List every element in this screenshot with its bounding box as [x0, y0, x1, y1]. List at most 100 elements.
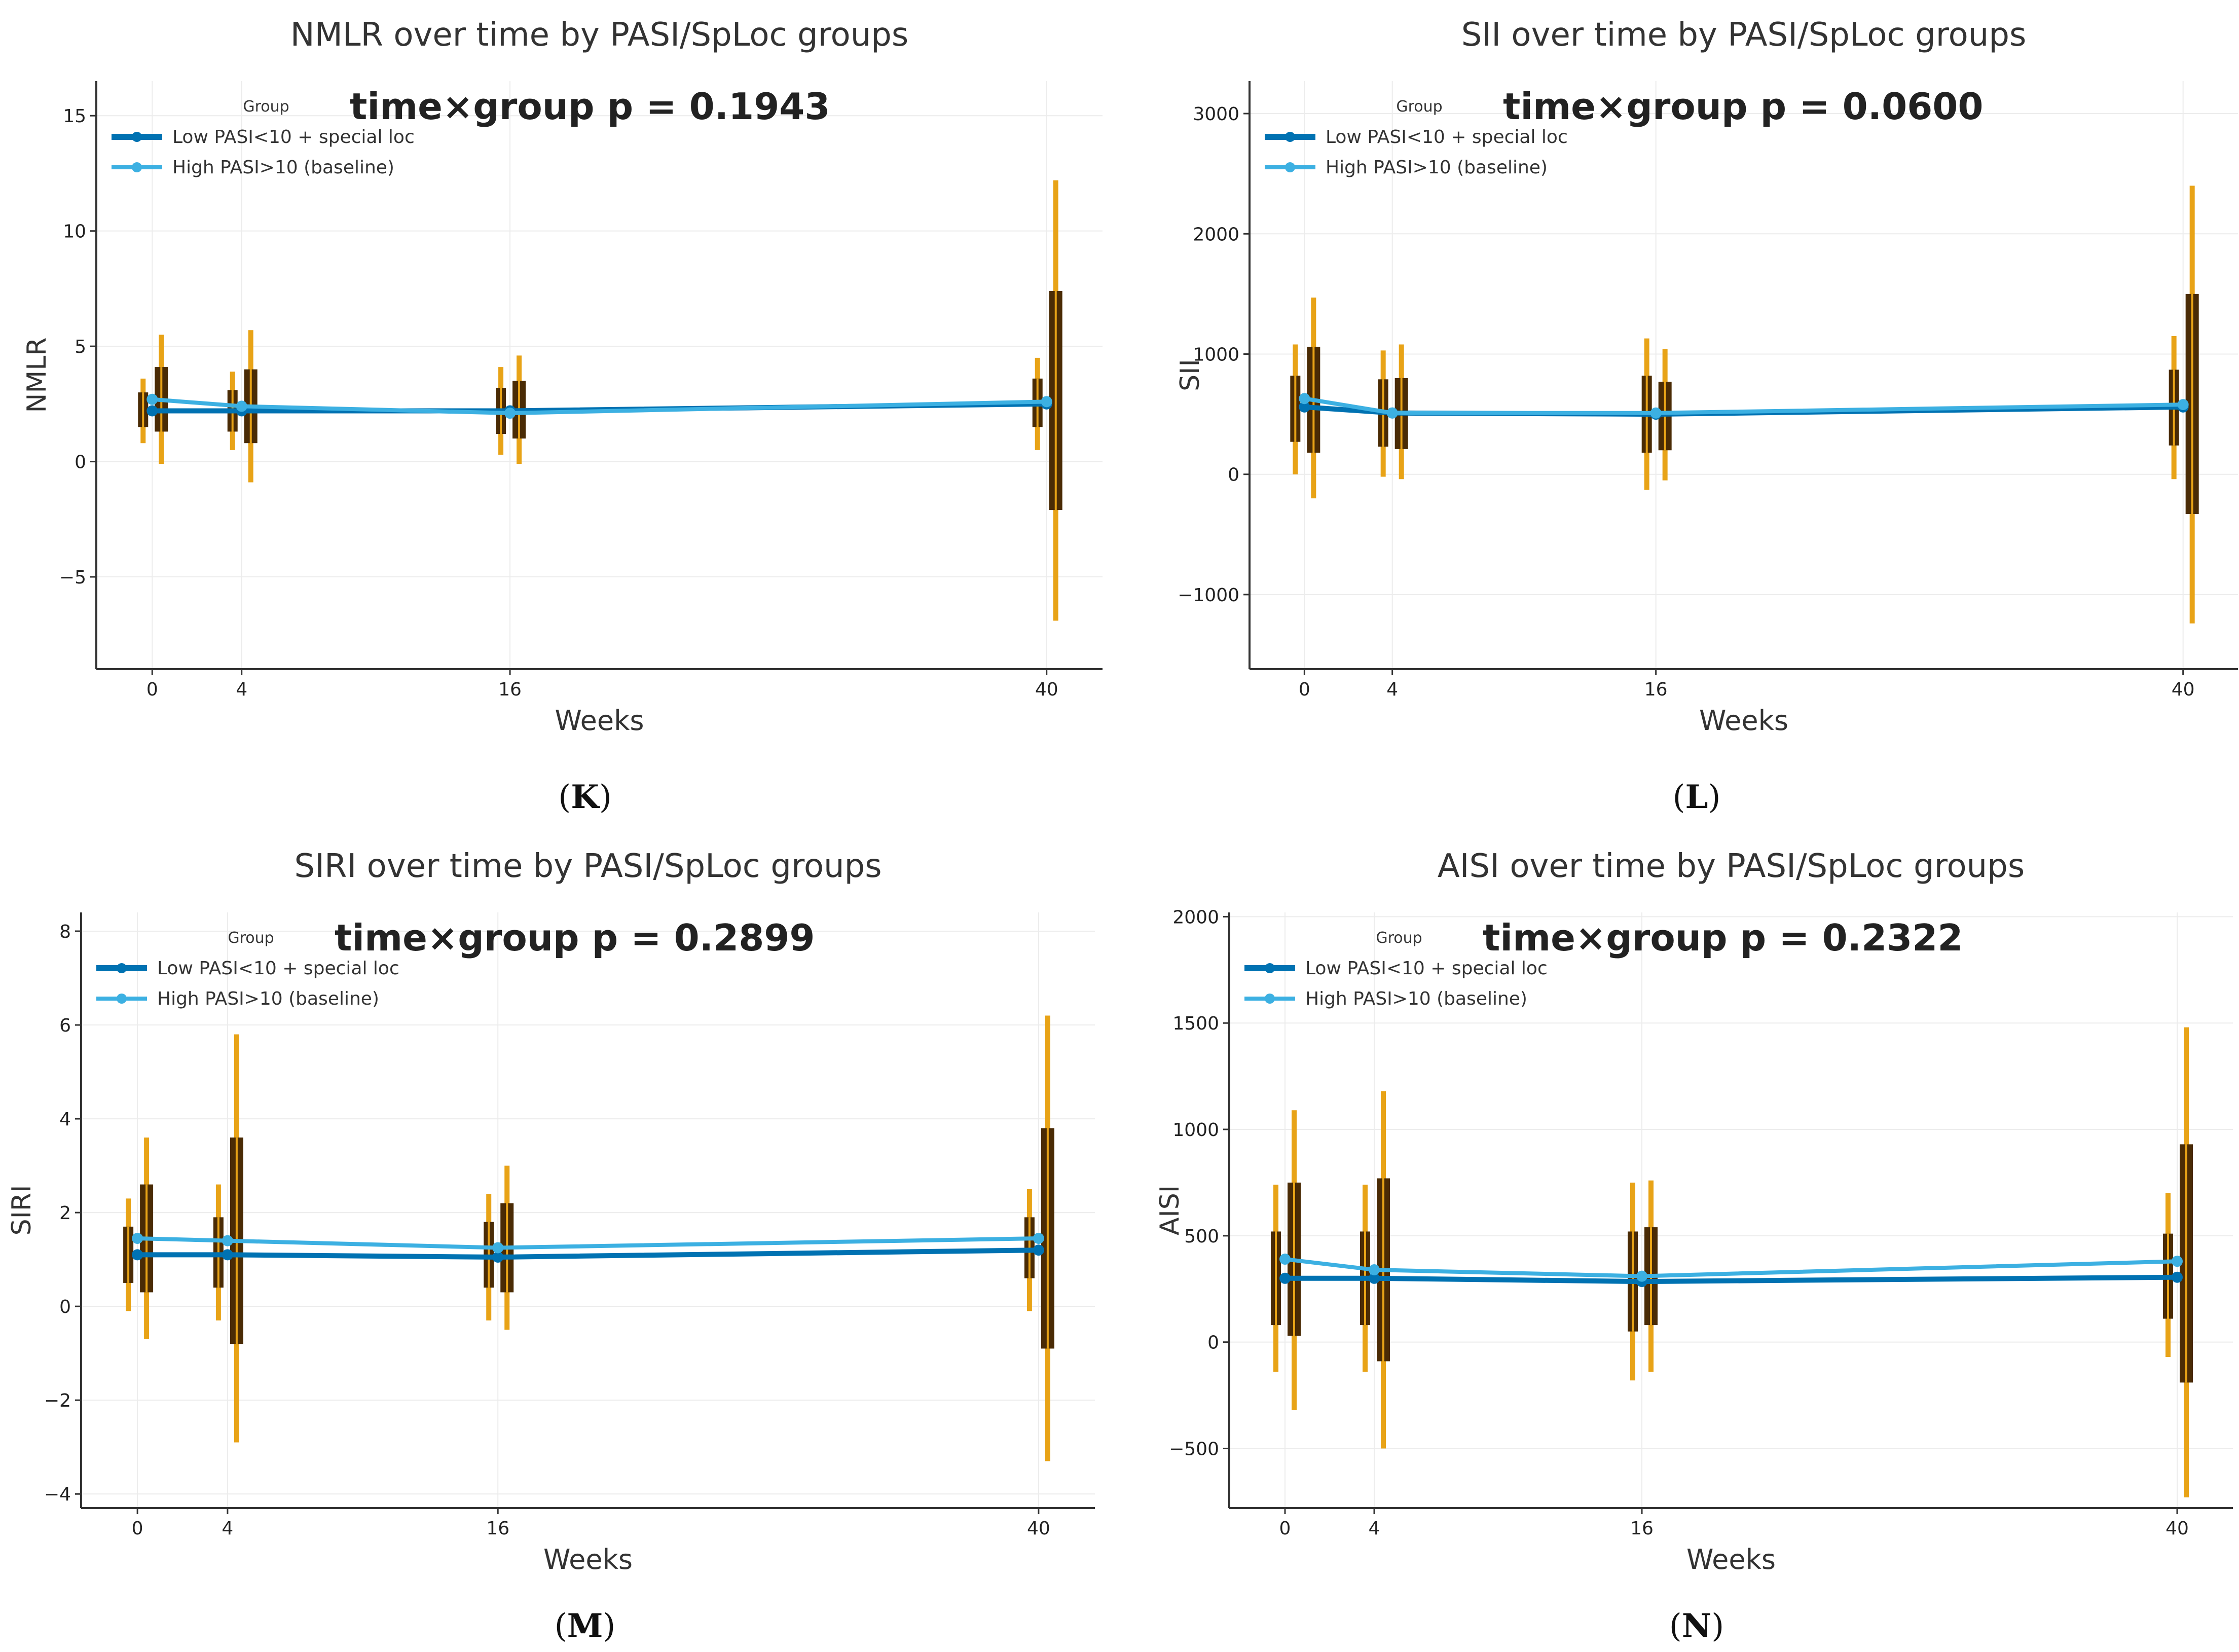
- panel-label-k: (K): [558, 778, 612, 816]
- legend: Group Low PASI<10 + special loc High PASI>…: [1244, 929, 1548, 1009]
- y-tick-label: −4: [44, 1484, 71, 1505]
- series-line: [1304, 396, 2183, 415]
- p-value-annotation: time×group p = 0.2322: [1483, 916, 1963, 959]
- x-tick-label: 4: [236, 679, 247, 700]
- y-tick-label: 6: [59, 1015, 71, 1036]
- legend-marker: [1265, 994, 1275, 1004]
- x-tick-label: 40: [1027, 1518, 1050, 1539]
- y-tick-label: 0: [1228, 465, 1239, 486]
- data-point: [1636, 1270, 1647, 1282]
- x-axis-label: Weeks: [555, 705, 644, 737]
- chart-title: SIRI over time by PASI/SpLoc groups: [294, 848, 882, 885]
- data-point: [1033, 1233, 1044, 1244]
- y-tick-label: −500: [1169, 1439, 1219, 1460]
- chart-siri: −4 −2 0 2 4 6 8 0 4 16 40 SIRI over time by PASI/Sp…: [7, 848, 1095, 1575]
- legend-entry-label: High PASI>10 (baseline): [172, 157, 394, 178]
- legend-marker: [132, 132, 142, 142]
- x-tick-label: 0: [1299, 679, 1310, 700]
- legend-entry-label: High PASI>10 (baseline): [1305, 988, 1527, 1009]
- y-tick-label: −1000: [1178, 585, 1239, 606]
- series-line: [152, 397, 1047, 416]
- legend-entry-label: Low PASI<10 + special loc: [1305, 958, 1548, 979]
- x-tick-label: 16: [498, 679, 522, 700]
- x-axis-label: Weeks: [543, 1544, 633, 1575]
- legend-title: Group: [1396, 98, 1442, 116]
- chart-sii: −1000 0 1000 2000 3000 0 4 16 40 SII over time by…: [1175, 16, 2238, 737]
- y-tick-label: 0: [1207, 1333, 1219, 1353]
- data-point: [1299, 393, 1310, 405]
- x-tick-label: 4: [1386, 679, 1398, 700]
- data-point: [492, 1252, 504, 1263]
- data-point: [1279, 1254, 1291, 1265]
- data-point: [2172, 1256, 2183, 1267]
- y-tick-label: 10: [63, 222, 86, 242]
- x-tick-label: 4: [1369, 1518, 1380, 1539]
- y-tick-label: −2: [44, 1390, 71, 1411]
- x-tick-label: 40: [2172, 679, 2195, 700]
- y-tick-label: 2: [59, 1203, 71, 1224]
- legend-marker: [117, 994, 127, 1004]
- data-point: [1041, 396, 1052, 408]
- y-tick-label: 1500: [1172, 1013, 1219, 1034]
- y-axis-label: SII: [1175, 359, 1205, 391]
- y-axis-label: SIRI: [7, 1185, 37, 1236]
- legend-marker: [1265, 963, 1275, 973]
- legend-title: Group: [243, 98, 289, 116]
- data-point: [2177, 399, 2189, 411]
- series-line: [1285, 1274, 2178, 1284]
- x-tick-label: 16: [1644, 679, 1668, 700]
- y-axis-label: AISI: [1155, 1185, 1185, 1235]
- legend-marker: [1285, 162, 1295, 172]
- series-line: [1284, 1257, 2178, 1278]
- legend-marker: [1285, 132, 1295, 142]
- p-value-annotation: time×group p = 0.0600: [1503, 85, 1984, 128]
- y-tick-label: 15: [63, 106, 86, 127]
- legend-entry-label: High PASI>10 (baseline): [157, 988, 379, 1009]
- data-point: [2172, 1271, 2183, 1283]
- chart-title: AISI over time by PASI/SpLoc groups: [1438, 848, 2025, 885]
- legend-title: Group: [228, 929, 274, 947]
- series-line: [137, 1236, 1039, 1250]
- x-tick-label: 0: [132, 1518, 143, 1539]
- y-tick-label: 8: [59, 922, 71, 942]
- legend: Group Low PASI<10 + special loc High PASI>…: [96, 929, 399, 1009]
- legend-title: Group: [1376, 929, 1422, 947]
- p-value-annotation: time×group p = 0.1943: [350, 85, 830, 128]
- legend-marker: [117, 963, 127, 973]
- y-tick-label: 1000: [1193, 344, 1239, 365]
- p-value-annotation: time×group p = 0.2899: [335, 916, 815, 959]
- data-point: [1033, 1244, 1044, 1256]
- panel-label-l: (L): [1672, 778, 1721, 816]
- y-axis-label: NMLR: [22, 338, 52, 413]
- x-axis-label: Weeks: [1699, 705, 1788, 737]
- x-tick-label: 40: [1035, 679, 1058, 700]
- y-tick-label: 500: [1184, 1226, 1219, 1247]
- data-point: [146, 405, 158, 417]
- y-tick-label: 1000: [1172, 1120, 1219, 1141]
- chart-title: NMLR over time by PASI/SpLoc groups: [290, 16, 908, 54]
- data-point: [1386, 407, 1398, 419]
- y-tick-label: 0: [59, 1297, 71, 1317]
- x-tick-label: 4: [222, 1518, 233, 1539]
- data-point: [1369, 1272, 1380, 1284]
- data-point: [222, 1235, 233, 1246]
- data-point: [132, 1233, 143, 1244]
- y-tick-label: 3000: [1193, 104, 1239, 125]
- legend-entry-label: Low PASI<10 + special loc: [172, 127, 415, 148]
- data-point: [1279, 1272, 1291, 1284]
- data-point: [132, 1249, 143, 1261]
- x-tick-label: 16: [1630, 1518, 1654, 1539]
- legend-entry-label: Low PASI<10 + special loc: [157, 958, 399, 979]
- x-tick-label: 16: [486, 1518, 509, 1539]
- legend: Group Low PASI<10 + special loc High PASI>…: [112, 98, 415, 178]
- y-tick-label: 4: [59, 1109, 71, 1130]
- chart-nmlr: −5 0 5 10 15 0 4 16 40 NMLR over time by PASI/SpL…: [22, 16, 1103, 737]
- data-point: [1369, 1264, 1380, 1275]
- x-tick-label: 0: [146, 679, 158, 700]
- panel-label-n: (N): [1669, 1607, 1724, 1645]
- data-point: [236, 400, 247, 412]
- series-line: [137, 1247, 1039, 1260]
- x-tick-label: 0: [1279, 1518, 1291, 1539]
- y-tick-label: 0: [75, 452, 86, 473]
